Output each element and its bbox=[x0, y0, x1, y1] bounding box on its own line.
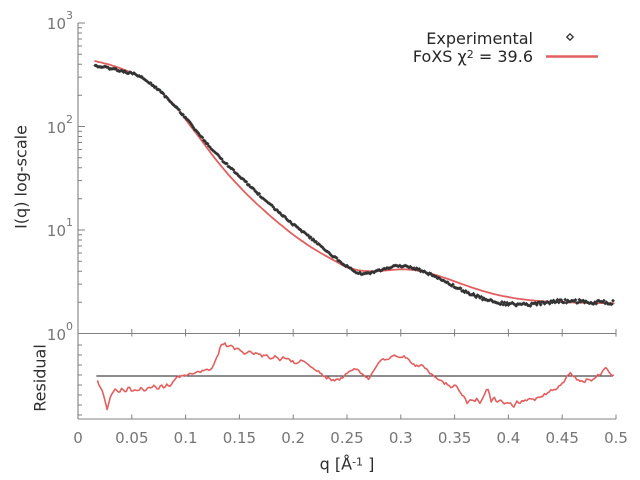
residual-curve bbox=[96, 342, 615, 411]
fit-curve bbox=[94, 60, 615, 305]
axis-ticks bbox=[77, 22, 617, 419]
axis-borders bbox=[77, 23, 616, 420]
legend-diamond-icon bbox=[565, 32, 575, 42]
experimental-points bbox=[93, 63, 615, 308]
